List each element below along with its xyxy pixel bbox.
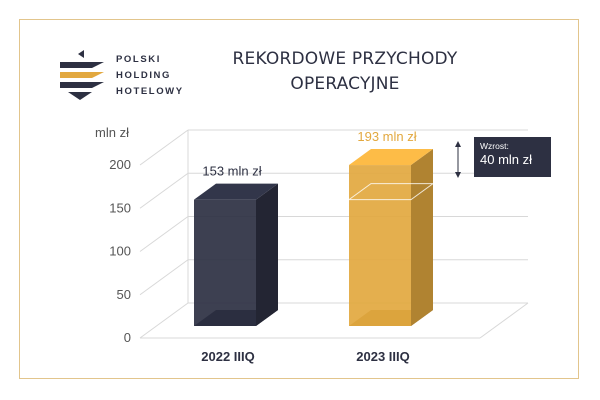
bar-side <box>256 183 278 326</box>
growth-annotation: Wzrost: 40 mln zł <box>474 137 551 177</box>
bar-top <box>349 149 433 166</box>
data-label: 193 mln zł <box>357 129 416 144</box>
y-tick-label: 100 <box>109 244 131 259</box>
data-label: 153 mln zł <box>202 164 261 179</box>
grid-diagonal <box>139 172 189 209</box>
bar-front <box>349 165 411 326</box>
bar-front <box>194 199 256 326</box>
chart-title: REKORDOWE PRZYCHODY OPERACYJNE <box>200 47 490 97</box>
chart-title-line2: OPERACYJNE <box>290 74 400 94</box>
chart-title-line1: REKORDOWE PRZYCHODY <box>232 49 458 69</box>
growth-label: Wzrost: <box>480 141 509 151</box>
floor-right-edge <box>479 302 529 339</box>
grid-diagonal <box>139 216 189 252</box>
bar-2 <box>347 149 435 326</box>
logo-emblem-icon <box>60 50 104 100</box>
grid-diagonal <box>139 302 189 339</box>
y-tick-label: 150 <box>109 200 131 215</box>
bar-top <box>194 183 278 200</box>
chart-bars <box>194 149 435 326</box>
bar-1 <box>194 183 278 326</box>
logo-text-line2: HOLDING <box>116 70 172 81</box>
chart-labels: 153 mln zł 2022 IIIQ 193 mln zł 2023 IIIQ <box>201 129 416 364</box>
grid-diagonal <box>139 259 189 296</box>
growth-arrow-icon <box>455 141 461 178</box>
bar-side <box>411 149 433 326</box>
y-axis-ticks: 0 50 100 150 200 <box>109 157 131 345</box>
logo-text-line1: POLSKI <box>116 54 161 65</box>
y-tick-label: 50 <box>117 287 131 302</box>
chart-frame <box>19 19 579 379</box>
x-category-label: 2022 IIIQ <box>201 349 254 364</box>
company-logo: POLSKI HOLDING HOTELOWY <box>58 50 198 110</box>
growth-value: 40 mln zł <box>480 152 533 167</box>
logo-text-line3: HOTELOWY <box>116 86 184 97</box>
y-tick-label: 0 <box>124 330 131 345</box>
x-category-label: 2023 IIIQ <box>356 349 409 364</box>
y-tick-label: 200 <box>109 157 131 172</box>
y-axis-label: mln zł <box>95 125 129 140</box>
grid-diagonal <box>139 129 189 166</box>
previous-level-outline <box>347 183 435 201</box>
